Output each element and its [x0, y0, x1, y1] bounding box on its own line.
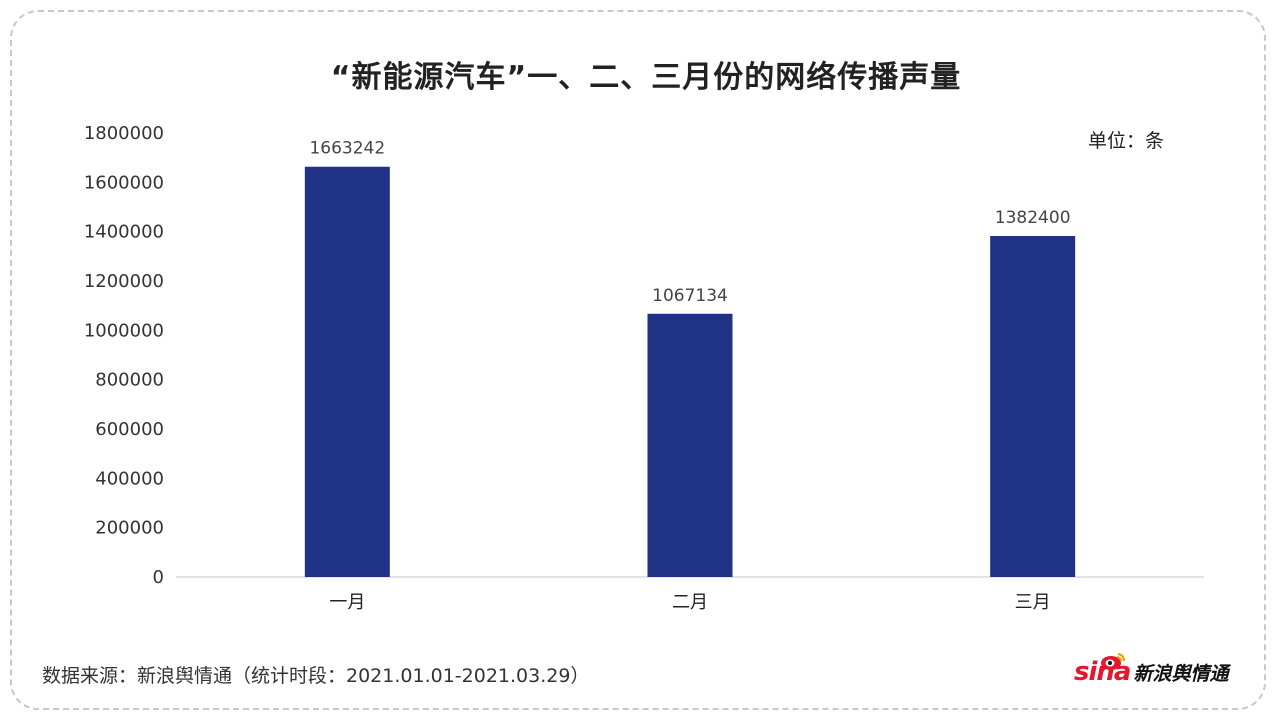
chart-title: “新能源汽车”一、二、三月份的网络传播声量 — [330, 60, 962, 95]
y-tick-label: 1800000 — [84, 123, 164, 144]
y-tick-label: 1000000 — [84, 320, 164, 341]
y-tick-label: 200000 — [95, 518, 164, 539]
x-axis-ticks: 一月 二月 三月 — [329, 592, 1050, 613]
x-tick-label: 二月 — [672, 592, 708, 613]
y-tick-label: 1200000 — [84, 271, 164, 292]
bar — [647, 313, 733, 577]
bar — [990, 236, 1076, 577]
x-tick-label: 一月 — [329, 592, 365, 613]
y-tick-label: 1600000 — [84, 172, 164, 193]
data-source-note: 数据来源：新浪舆情通（统计时段：2021.01.01-2021.03.29） — [42, 665, 590, 687]
bars — [304, 166, 1076, 577]
logo-product-text: 新浪舆情通 — [1133, 662, 1229, 685]
data-label: 1067134 — [652, 286, 728, 306]
sina-eye-icon — [1101, 653, 1125, 670]
data-labels: 1663242 1067134 1382400 — [309, 139, 1070, 306]
bar — [304, 166, 390, 577]
y-tick-label: 0 — [153, 567, 164, 588]
sina-yuqingtong-logo: sina 新浪舆情通 — [1074, 652, 1228, 692]
x-tick-label: 三月 — [1015, 592, 1051, 613]
unit-label: 单位：条 — [1088, 130, 1165, 152]
data-label: 1663242 — [309, 139, 385, 159]
data-label: 1382400 — [995, 208, 1071, 228]
y-tick-label: 1400000 — [84, 222, 164, 243]
y-tick-label: 800000 — [95, 370, 164, 391]
y-axis-ticks: 0 200000 400000 600000 800000 1000000 1200000 1… — [84, 123, 164, 588]
y-tick-label: 400000 — [95, 468, 164, 489]
y-tick-label: 600000 — [95, 419, 164, 440]
